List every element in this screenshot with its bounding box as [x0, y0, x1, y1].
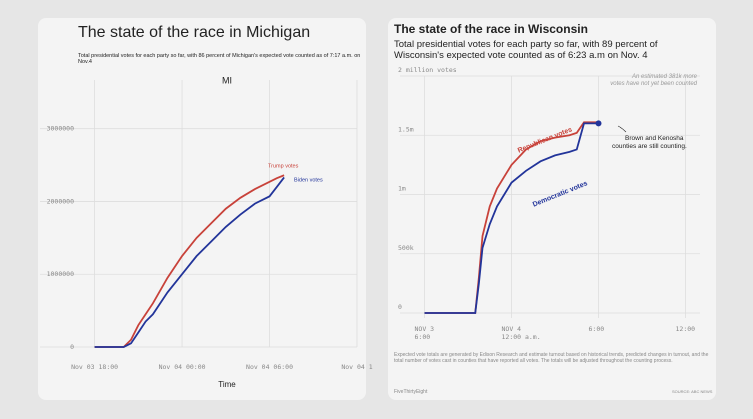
x-tick-label: Nov 04 00:00 — [159, 363, 206, 371]
y-tick-label: 1.5m — [398, 125, 414, 133]
y-tick-label: 2000000 — [47, 197, 74, 205]
line — [94, 174, 285, 348]
y-tick-label: 1m — [398, 185, 406, 193]
x-tick-label: Nov 04 1 — [341, 363, 372, 371]
line — [94, 176, 285, 348]
annotation: An estimated 381k more votes have not yet… — [610, 74, 697, 87]
legend-label: Biden votes — [294, 177, 323, 183]
y-tick-label: 500k — [398, 244, 414, 252]
source: SOURCE: ABC NEWS — [672, 389, 713, 394]
y-tick-label: 1000000 — [47, 270, 74, 278]
arrow — [617, 125, 627, 133]
x-tick-label: NOV 3 6:00 — [415, 325, 435, 341]
y-tick-label: 3000000 — [47, 125, 74, 133]
x-tick-label: 12:00 — [676, 325, 696, 333]
chart-title: The state of the race in Wisconsin — [394, 22, 588, 36]
annotation: Brown and Kenosha counties are still coun… — [612, 135, 687, 150]
line — [424, 122, 599, 314]
card — [38, 18, 366, 400]
subtitle: Total presidential votes for each party … — [78, 53, 361, 65]
x-tick-label: 6:00 — [589, 325, 605, 333]
marker — [595, 120, 602, 127]
panel-label: MI — [222, 75, 232, 85]
x-tick-label: Nov 04 06:00 — [246, 363, 293, 371]
x-tick-label: NOV 4 12:00 a.m. — [502, 325, 541, 341]
chart-title: The state of the race in Michigan — [78, 24, 311, 41]
subtitle: Total presidential votes for each party … — [394, 39, 658, 61]
legend-label: Trump votes — [268, 163, 299, 169]
note: Expected vote totals are generated by Ed… — [394, 352, 709, 364]
credit: FiveThirtyEight — [394, 389, 428, 395]
x-tick-label: Nov 03 18:00 — [71, 363, 118, 371]
y-tick-label: 0 — [70, 343, 74, 351]
x-axis-label: Time — [218, 380, 236, 389]
card — [388, 18, 716, 400]
legend-label: Republican votes — [517, 126, 573, 154]
y-tick-label: 2 million votes — [398, 66, 457, 74]
y-tick-label: 0 — [398, 303, 402, 311]
